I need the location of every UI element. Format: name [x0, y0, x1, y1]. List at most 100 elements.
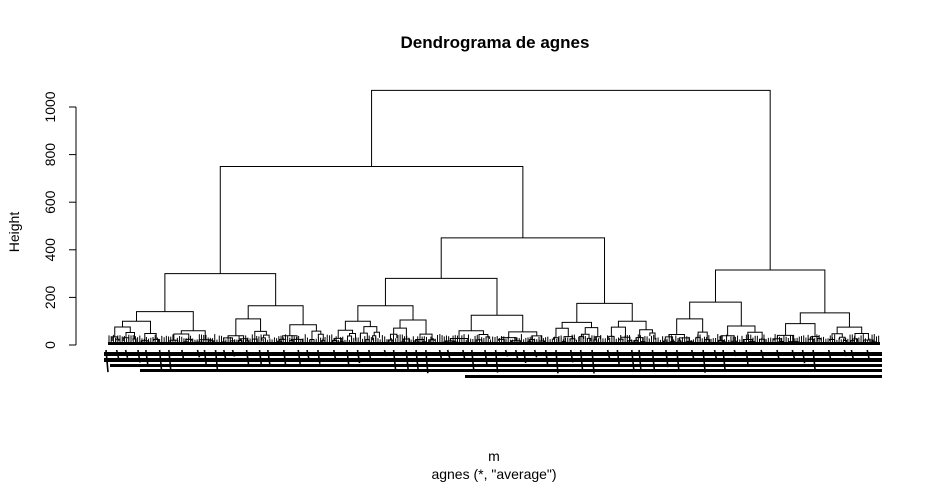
leaf-label-mark	[606, 349, 611, 360]
dendrogram-link	[125, 332, 136, 339]
leaf-label-mark	[579, 349, 584, 372]
leaf-label-mark	[471, 349, 475, 372]
leaf-label-mark	[555, 349, 559, 374]
leaf-label-mark	[591, 349, 595, 374]
leaf-label-band	[465, 375, 882, 378]
dendrogram-link	[237, 340, 243, 343]
leaf-label-mark	[168, 349, 172, 371]
leaf-label-mark	[145, 349, 149, 366]
leaf-label-mark	[438, 349, 443, 360]
leaf-label-mark	[745, 349, 749, 367]
dendrogram-link	[429, 339, 435, 343]
leaf-label-mark	[616, 349, 621, 366]
leaf-label-mark	[690, 349, 695, 360]
leaf-label-mark	[124, 349, 129, 358]
leaf-label-mark	[801, 349, 806, 364]
leaf-label-mark	[317, 349, 321, 364]
dendrogram-link	[747, 331, 763, 340]
y-tick-label: 400	[42, 238, 58, 262]
dendrogram-link	[580, 333, 590, 339]
dendrogram-link	[727, 325, 756, 336]
dendrogram-merge-A2	[440, 237, 606, 304]
leaf-label-mark	[544, 349, 549, 366]
dendrogram-tree	[108, 89, 880, 345]
dendrogram-merge-A2b	[576, 302, 633, 323]
leaf-label-mark	[297, 349, 302, 365]
leaf-label-mark	[514, 349, 519, 360]
dendrogram-link	[254, 330, 267, 340]
leaf-label-band	[104, 358, 882, 362]
dendrogram-link	[399, 319, 427, 335]
leaf-label-mark	[827, 349, 832, 361]
y-axis: 0 200 400 600 800 1000	[42, 91, 77, 349]
dendrogram-link	[639, 329, 653, 338]
dendrogram-link	[373, 331, 380, 338]
dendrogram-link	[610, 326, 626, 338]
dendrogram-leaf-baseline	[108, 342, 880, 345]
leaf-label-mark	[214, 349, 219, 372]
leaf-label-mark	[415, 349, 419, 370]
leaf-label-mark	[446, 349, 451, 359]
leaf-label-mark	[651, 349, 656, 372]
x-axis-sublabel: agnes (*, "average")	[431, 466, 556, 482]
leaf-label-mark	[522, 349, 527, 364]
dendrogram-link	[349, 332, 357, 341]
dendrogram-link	[311, 330, 322, 340]
leaf-label-mark	[196, 349, 201, 358]
dendrogram-link	[531, 335, 543, 342]
dendrogram-merge-B2	[799, 312, 850, 328]
leaf-label-mark	[733, 349, 738, 357]
leaf-label-band	[140, 369, 882, 372]
leaf-label-mark	[462, 349, 466, 361]
leaf-label-mark	[722, 349, 726, 371]
chart-title: Dendrograma de agnes	[401, 33, 590, 52]
leaf-label-mark	[223, 349, 227, 361]
leaf-label-mark	[484, 349, 488, 365]
leaf-label-mark	[137, 349, 141, 363]
leaf-label-mark	[494, 349, 499, 373]
leaf-label-mark	[630, 349, 635, 370]
dendrogram-link	[317, 333, 324, 341]
dendrogram-link	[854, 333, 869, 341]
leaf-label-band	[104, 352, 882, 356]
leaf-label-mark	[713, 349, 718, 361]
leaf-label-mark	[850, 349, 855, 360]
leaf-label-mark	[504, 349, 509, 357]
leaf-label-mark	[245, 349, 250, 365]
leaf-label-mark	[392, 349, 397, 371]
leaf-label-mark	[258, 349, 263, 367]
x-axis-label: m	[488, 448, 500, 464]
dendrogram-link	[785, 323, 816, 337]
leaf-label-mark	[569, 349, 574, 363]
dendrogram-merge-B1	[689, 301, 742, 326]
leaf-label-mark	[425, 349, 429, 374]
y-tick-label: 1000	[42, 91, 58, 122]
leaf-label-mark	[266, 349, 271, 365]
dendrogram-link	[344, 320, 371, 331]
dendrogram-link	[831, 333, 843, 340]
dendrogram-link	[144, 332, 157, 341]
leaf-label-mark	[533, 349, 538, 358]
dendrogram-link	[332, 340, 338, 343]
leaf-label-mark	[665, 349, 669, 368]
leaf-label-band	[110, 364, 882, 367]
leaf-label-mark	[105, 349, 109, 373]
leaf-label-mark	[356, 349, 361, 364]
dendrogram-link	[649, 332, 656, 340]
leaf-label-mark	[231, 349, 236, 357]
leaf-label-mark	[346, 349, 350, 368]
leaf-label-mark	[181, 349, 185, 362]
dendrogram-link	[387, 339, 394, 344]
dendrogram-link	[359, 332, 368, 340]
dendrogram-link	[836, 326, 863, 334]
y-tick-label: 200	[42, 286, 58, 310]
y-tick-label: 600	[42, 190, 58, 214]
leaf-label-mark	[676, 349, 680, 371]
dendrogram-link	[114, 326, 131, 337]
y-tick-label: 800	[42, 143, 58, 167]
leaf-label-smear	[104, 349, 882, 378]
leaf-label-mark	[203, 349, 208, 367]
dendrogram-merge-A2a	[384, 277, 498, 316]
leaf-label-mark	[405, 349, 409, 371]
